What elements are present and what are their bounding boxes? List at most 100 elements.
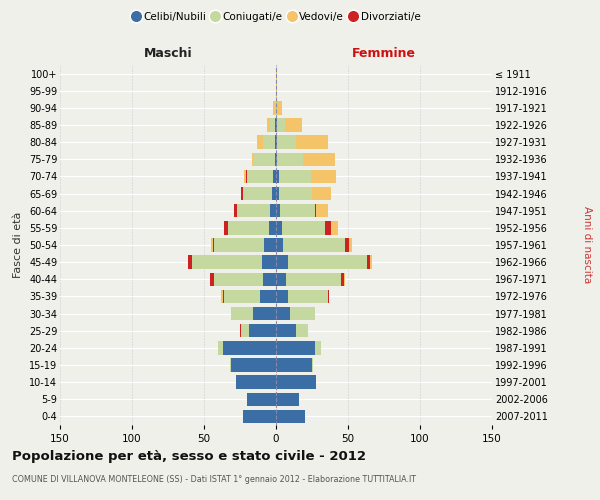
Bar	[223, 290, 224, 303]
Bar	[257, 136, 263, 149]
Bar	[311, 170, 337, 183]
Bar	[276, 118, 277, 132]
Bar	[218, 341, 223, 354]
Bar	[276, 136, 277, 149]
Bar	[246, 170, 247, 183]
Bar	[275, 136, 276, 149]
Bar	[214, 238, 265, 252]
Bar	[273, 170, 276, 183]
Bar	[276, 256, 287, 269]
Bar	[229, 221, 269, 234]
Bar	[276, 67, 277, 80]
Bar	[247, 170, 273, 183]
Bar	[276, 101, 277, 114]
Bar	[276, 187, 279, 200]
Bar	[232, 307, 253, 320]
Bar	[275, 118, 276, 132]
Bar	[212, 238, 214, 252]
Bar	[341, 272, 344, 286]
Bar	[286, 272, 341, 286]
Bar	[316, 204, 328, 218]
Bar	[370, 256, 373, 269]
Bar	[270, 204, 276, 218]
Bar	[214, 272, 263, 286]
Bar	[251, 152, 253, 166]
Bar	[253, 152, 275, 166]
Text: Maschi: Maschi	[143, 47, 193, 60]
Bar	[221, 290, 223, 303]
Bar	[276, 152, 277, 166]
Bar	[279, 170, 311, 183]
Bar	[273, 101, 275, 114]
Bar	[279, 187, 312, 200]
Bar	[328, 290, 329, 303]
Bar	[232, 358, 276, 372]
Bar	[287, 256, 367, 269]
Bar	[223, 341, 276, 354]
Bar	[276, 410, 305, 423]
Bar	[331, 221, 338, 234]
Bar	[345, 238, 349, 252]
Bar	[234, 204, 237, 218]
Bar	[276, 238, 283, 252]
Bar	[230, 358, 232, 372]
Bar	[344, 272, 345, 286]
Bar	[243, 187, 272, 200]
Bar	[290, 307, 315, 320]
Text: COMUNE DI VILLANOVA MONTELEONE (SS) - Dati ISTAT 1° gennaio 2012 - Elaborazione : COMUNE DI VILLANOVA MONTELEONE (SS) - Da…	[12, 475, 416, 484]
Bar	[275, 152, 276, 166]
Bar	[276, 221, 282, 234]
Bar	[224, 221, 229, 234]
Bar	[304, 152, 335, 166]
Legend: Celibi/Nubili, Coniugati/e, Vedovi/e, Divorziati/e: Celibi/Nubili, Coniugati/e, Vedovi/e, Di…	[127, 8, 425, 26]
Bar	[269, 221, 276, 234]
Bar	[241, 324, 248, 338]
Text: Popolazione per età, sesso e stato civile - 2012: Popolazione per età, sesso e stato civil…	[12, 450, 366, 463]
Bar	[243, 410, 276, 423]
Bar	[270, 118, 275, 132]
Bar	[263, 136, 275, 149]
Bar	[312, 187, 331, 200]
Bar	[277, 152, 304, 166]
Bar	[265, 238, 276, 252]
Bar	[237, 204, 270, 218]
Bar	[193, 256, 262, 269]
Bar	[276, 170, 279, 183]
Bar	[276, 307, 290, 320]
Bar	[211, 238, 212, 252]
Bar	[284, 118, 302, 132]
Bar	[275, 101, 276, 114]
Bar	[283, 238, 345, 252]
Bar	[276, 272, 286, 286]
Bar	[282, 221, 325, 234]
Bar	[224, 290, 260, 303]
Bar	[280, 204, 315, 218]
Bar	[276, 84, 277, 98]
Bar	[325, 221, 331, 234]
Bar	[260, 290, 276, 303]
Bar	[241, 187, 243, 200]
Bar	[315, 204, 316, 218]
Bar	[315, 341, 320, 354]
Bar	[268, 118, 270, 132]
Bar	[349, 238, 352, 252]
Bar	[276, 358, 312, 372]
Bar	[248, 324, 276, 338]
Bar	[210, 272, 214, 286]
Bar	[312, 358, 313, 372]
Y-axis label: Fasce di età: Fasce di età	[13, 212, 23, 278]
Bar	[236, 376, 276, 389]
Bar	[277, 101, 282, 114]
Bar	[276, 392, 299, 406]
Bar	[244, 170, 246, 183]
Bar	[367, 256, 370, 269]
Bar	[247, 392, 276, 406]
Bar	[277, 136, 296, 149]
Bar	[276, 376, 316, 389]
Bar	[263, 272, 276, 286]
Bar	[287, 290, 328, 303]
Bar	[296, 136, 328, 149]
Bar	[188, 256, 193, 269]
Bar	[276, 324, 296, 338]
Bar	[296, 324, 308, 338]
